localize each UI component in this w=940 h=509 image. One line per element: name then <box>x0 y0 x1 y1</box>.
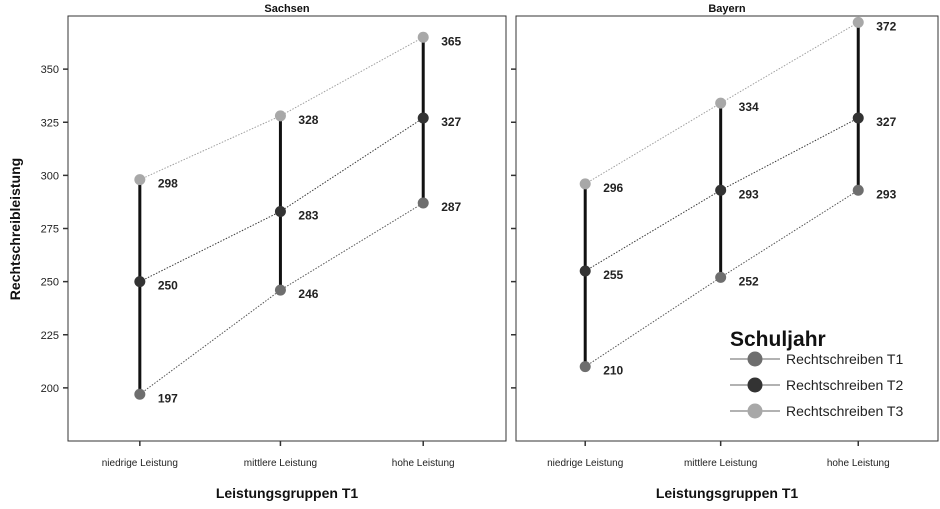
x-tick-label-0-1: mittlere Leistung <box>244 458 317 469</box>
legend-marker-1 <box>747 377 763 393</box>
point-0-1-1 <box>274 206 286 217</box>
point-1-1-2 <box>852 112 864 124</box>
value-label-1-1-2: 327 <box>876 115 896 129</box>
value-label-0-0-0: 197 <box>158 391 178 405</box>
x-axis-title-1: Leistungsgruppen T1 <box>656 485 799 501</box>
point-1-1-0 <box>579 265 591 277</box>
point-0-0-0 <box>134 388 146 400</box>
x-tick-label-0-0: niedrige Leistung <box>102 458 178 469</box>
x-tick-label-1-2: hohe Leistung <box>827 458 890 469</box>
x-tick-label-1-0: niedrige Leistung <box>547 458 623 469</box>
y-tick-label-225: 225 <box>41 330 59 342</box>
value-label-0-2-0: 298 <box>158 177 178 191</box>
point-1-0-2 <box>852 184 864 196</box>
value-label-0-0-1: 246 <box>298 287 318 301</box>
y-tick-label-200: 200 <box>41 383 59 395</box>
value-label-0-2-2: 365 <box>441 34 461 48</box>
point-0-1-0 <box>134 276 146 288</box>
x-tick-label-0-2: hohe Leistung <box>392 458 455 469</box>
legend-title: Schuljahr <box>730 328 826 351</box>
point-0-2-1 <box>274 110 286 122</box>
y-tick-label-250: 250 <box>41 277 59 289</box>
value-label-0-1-2: 327 <box>441 115 461 129</box>
point-1-0-0 <box>579 361 591 373</box>
point-1-1-1 <box>715 184 727 196</box>
value-label-1-2-1: 334 <box>739 100 759 114</box>
value-label-1-0-2: 293 <box>876 187 896 201</box>
value-label-1-2-2: 372 <box>876 19 896 33</box>
point-0-0-1 <box>274 284 286 296</box>
y-tick-label-325: 325 <box>41 117 59 129</box>
legend-label-1: Rechtschreiben T2 <box>786 377 903 393</box>
facet-title-0: Sachsen <box>264 3 310 15</box>
panel-frame-0 <box>67 15 507 442</box>
point-0-2-0 <box>134 174 146 186</box>
legend-marker-0 <box>747 351 763 367</box>
value-label-1-1-0: 255 <box>603 268 623 282</box>
point-0-2-2 <box>417 31 429 43</box>
legend-label-2: Rechtschreiben T3 <box>786 403 903 419</box>
y-tick-label-350: 350 <box>41 64 59 76</box>
y-axis-title: Rechtschreibleistung <box>7 158 23 300</box>
point-1-0-1 <box>715 271 727 283</box>
y-tick-label-300: 300 <box>41 170 59 182</box>
value-label-1-2-0: 296 <box>603 181 623 195</box>
x-axis-title-0: Leistungsgruppen T1 <box>216 485 359 501</box>
point-1-2-0 <box>579 178 591 190</box>
value-label-0-2-1: 328 <box>298 113 318 127</box>
value-label-0-1-1: 283 <box>298 209 318 223</box>
value-label-0-0-2: 287 <box>441 200 461 214</box>
point-0-0-2 <box>417 197 429 209</box>
series-line-1-2 <box>584 21 859 185</box>
point-1-2-1 <box>715 97 727 109</box>
facet-title-1: Bayern <box>708 3 746 15</box>
value-label-0-1-0: 250 <box>158 279 178 293</box>
legend-label-0: Rechtschreiben T1 <box>786 351 903 367</box>
value-label-1-1-1: 293 <box>739 187 759 201</box>
x-tick-label-1-1: mittlere Leistung <box>684 458 757 469</box>
series-line-1-1 <box>584 117 859 272</box>
legend-marker-2 <box>747 403 763 419</box>
y-tick-label-275: 275 <box>41 224 59 236</box>
value-label-1-0-1: 252 <box>739 274 759 288</box>
value-label-1-0-0: 210 <box>603 364 623 378</box>
point-0-1-2 <box>417 112 429 124</box>
point-1-2-2 <box>852 16 864 28</box>
